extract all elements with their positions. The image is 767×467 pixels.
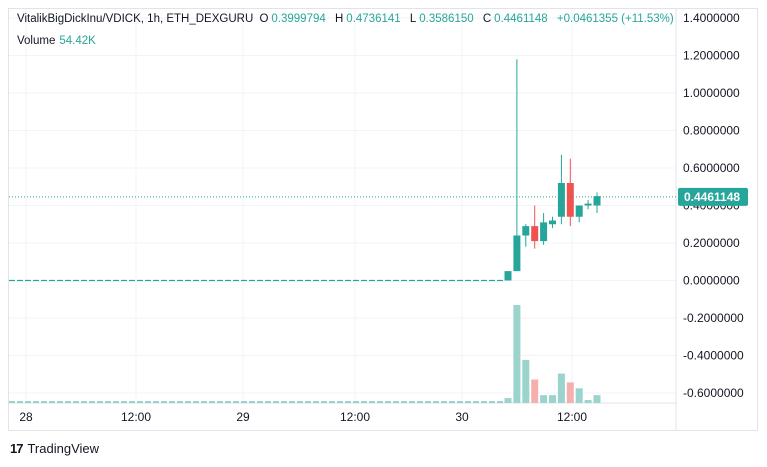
tradingview-footer[interactable]: 17 TradingView [10, 441, 99, 456]
last-price-label: 0.4461148 [684, 190, 740, 204]
low-value: 0.3586150 [419, 13, 474, 25]
candle-body [557, 183, 565, 217]
volume-bar [522, 359, 530, 403]
volume-bar [566, 382, 574, 403]
low-label: L [409, 13, 417, 25]
brand-name: TradingView [27, 441, 100, 456]
close-label: C [482, 13, 492, 25]
x-tick-label: 29 [236, 410, 250, 424]
symbol-title[interactable]: VitalikBigDickInu/VDICK, 1h, ETH_DEXGURU [17, 13, 254, 25]
candle-body [522, 226, 530, 236]
candle-body [593, 196, 601, 206]
volume-bar [504, 398, 512, 403]
candle-body [584, 203, 592, 206]
candle-body [531, 226, 539, 242]
y-tick-label: 1.2000000 [683, 49, 740, 63]
candle-body [504, 271, 512, 281]
candle-body [513, 235, 521, 272]
volume-bar [513, 305, 521, 403]
y-tick-label: -0.6000000 [683, 386, 744, 400]
x-tick-label: 12:00 [557, 410, 587, 424]
change-value: +0.0461355 (+11.53%) [556, 13, 674, 25]
volume-bar [575, 388, 583, 403]
y-tick-label: 1.0000000 [683, 86, 740, 100]
volume-label: Volume [17, 35, 56, 47]
y-tick-label: 0.6000000 [683, 161, 740, 175]
open-label: O [259, 13, 269, 25]
candle-body [540, 222, 548, 242]
volume-bar [557, 373, 565, 403]
y-tick-label: -0.4000000 [683, 349, 744, 363]
x-tick-label: 12:00 [121, 410, 151, 424]
volume-value: 54.42K [59, 35, 96, 47]
tradingview-logo-icon: 17 [10, 441, 24, 456]
volume-legend: Volume 54.42K [17, 35, 96, 47]
x-tick-label: 12:00 [340, 410, 370, 424]
symbol-legend: VitalikBigDickInu/VDICK, 1h, ETH_DEXGURU… [17, 13, 677, 25]
x-tick-label: 28 [19, 410, 33, 424]
candle-body [566, 183, 574, 217]
y-tick-label: 0.8000000 [683, 124, 740, 138]
volume-bar [593, 395, 601, 403]
volume-bar [549, 395, 556, 403]
y-tick-label: -0.2000000 [683, 311, 744, 325]
chart-frame[interactable] [8, 8, 758, 431]
last-price-tag [678, 187, 748, 206]
x-tick-label: 30 [455, 410, 469, 424]
high-label: H [334, 13, 344, 25]
volume-bar [584, 400, 592, 403]
candle-body [549, 220, 556, 225]
y-tick-label: 1.4000000 [683, 11, 740, 25]
candle-body [575, 205, 583, 217]
volume-bar [540, 395, 548, 403]
open-value: 0.3999794 [271, 13, 326, 25]
high-value: 0.4736141 [346, 13, 401, 25]
y-tick-label: 0.2000000 [683, 236, 740, 250]
y-tick-label: 0.0000000 [683, 274, 740, 288]
volume-bar [531, 379, 539, 403]
close-value: 0.4461148 [494, 13, 548, 25]
